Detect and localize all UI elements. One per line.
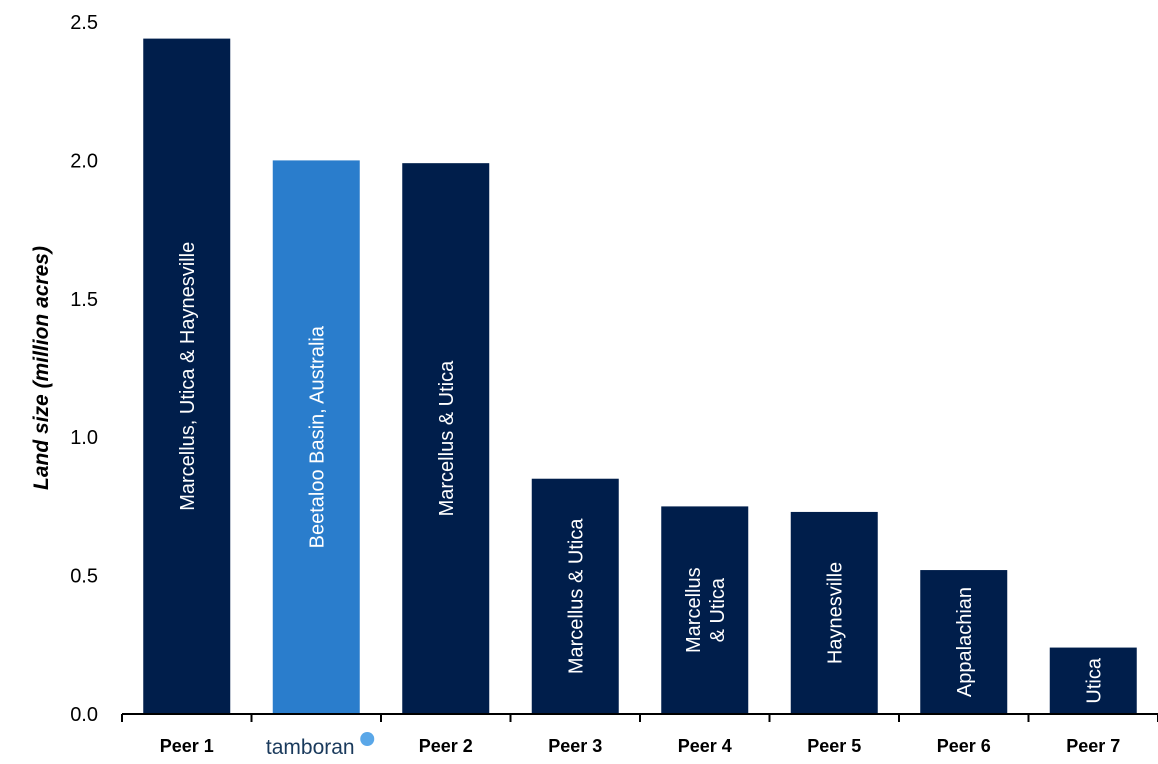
bar-label-line: Marcellus & Utica <box>565 518 587 674</box>
bar-label-line: Beetaloo Basin, Australia <box>306 325 328 548</box>
bar <box>790 511 878 714</box>
y-tick-label: 0.0 <box>70 704 98 726</box>
bar-label-line: Marcellus <box>683 567 705 653</box>
y-tick-label: 2.0 <box>70 150 98 172</box>
bar <box>402 163 490 715</box>
category-labels: Peer 1 tamboran Peer 2 Peer 3 Peer 4 Peer 5 Pe… <box>160 732 1120 759</box>
y-tick-label: 0.5 <box>70 566 98 588</box>
x-category-label: Peer 7 <box>1066 736 1120 756</box>
bar-label-line: Haynesville <box>824 562 846 664</box>
logo-text: tamboran <box>266 736 355 759</box>
bars <box>143 38 1137 715</box>
bar-label: Beetaloo Basin, Australia <box>306 325 328 548</box>
tamboran-logo: tamboran <box>266 732 375 759</box>
bar-label-line: Marcellus, Utica & Haynesville <box>177 242 199 511</box>
bar-label: Haynesville <box>824 562 846 664</box>
bar-label-line: Utica <box>1083 657 1105 703</box>
bar-label: Marcellus & Utica <box>683 567 729 653</box>
bar-label-line: Appalachian <box>954 587 976 697</box>
x-axis <box>121 713 1158 722</box>
x-category-label: Peer 1 <box>160 736 214 756</box>
y-tick-label: 1.5 <box>70 289 98 311</box>
y-axis-ticks: 0.0 0.5 1.0 1.5 2.0 2.5 <box>70 12 98 726</box>
bar <box>272 160 360 714</box>
bar <box>143 38 231 714</box>
bar-label-line: Marcellus & Utica <box>436 360 458 516</box>
bar-label: Utica <box>1083 657 1105 703</box>
bar <box>920 570 1008 714</box>
logo-dot-icon <box>360 732 375 746</box>
bar-label: Marcellus & Utica <box>436 360 458 516</box>
y-tick-label: 2.5 <box>70 12 98 34</box>
bar-label: Marcellus & Utica <box>565 518 587 674</box>
x-category-label: Peer 2 <box>419 736 473 756</box>
bar <box>661 506 749 714</box>
x-category-label: Peer 3 <box>548 736 602 756</box>
bar-label-line: & Utica <box>707 577 729 642</box>
x-category-label: Peer 6 <box>937 736 991 756</box>
y-tick-label: 1.0 <box>70 427 98 449</box>
bar-label: Appalachian <box>954 587 976 697</box>
bar-labels: Marcellus, Utica & Haynesville Beetaloo B… <box>177 242 1106 704</box>
bar-label: Marcellus, Utica & Haynesville <box>177 242 199 511</box>
bar <box>1049 647 1137 714</box>
x-category-label: Peer 5 <box>807 736 861 756</box>
x-category-label: Peer 4 <box>678 736 732 756</box>
bar <box>531 478 619 714</box>
y-axis-title: Land size (million acres) <box>30 246 53 490</box>
